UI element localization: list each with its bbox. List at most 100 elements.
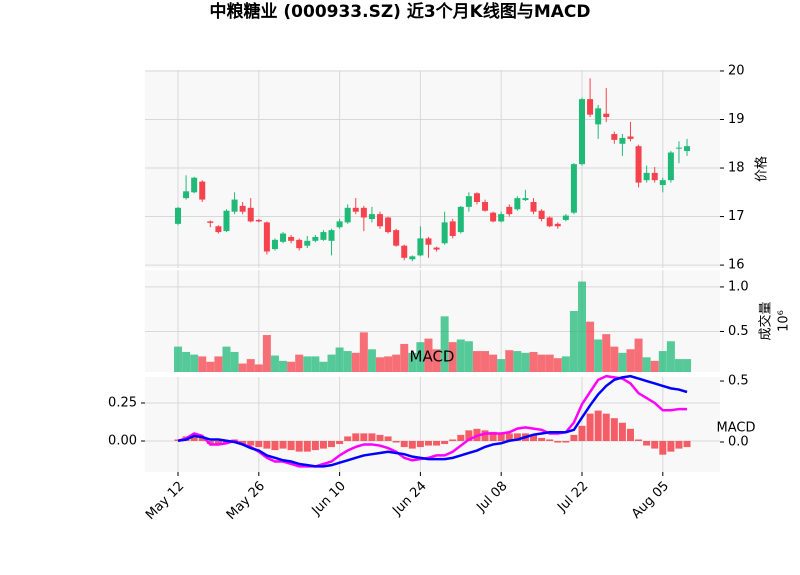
candle-body bbox=[667, 152, 674, 181]
candle-body bbox=[296, 239, 303, 249]
candle-body bbox=[280, 233, 287, 242]
histogram-bar bbox=[408, 440, 416, 449]
histogram-bar bbox=[626, 428, 634, 441]
candle-body bbox=[223, 210, 230, 232]
candle-body bbox=[651, 172, 658, 181]
histogram-bar bbox=[465, 430, 473, 441]
histogram-bar bbox=[659, 440, 667, 455]
candle-body bbox=[175, 207, 181, 224]
candle-body bbox=[425, 238, 432, 245]
volume-bar bbox=[384, 356, 393, 372]
volume-bar bbox=[246, 359, 255, 372]
volume-bar bbox=[303, 356, 312, 372]
candle-body bbox=[409, 256, 416, 260]
histogram-bar bbox=[505, 433, 513, 441]
histogram-bar bbox=[683, 440, 691, 448]
volume-bar bbox=[674, 359, 683, 372]
candle-body bbox=[336, 221, 343, 228]
volume-bar bbox=[238, 363, 247, 372]
histogram-bar bbox=[489, 431, 497, 441]
candle-body bbox=[530, 202, 537, 212]
y2-axis-label: MACD bbox=[717, 421, 756, 436]
y2-tick-label: 0.5 bbox=[728, 374, 749, 389]
candle-body bbox=[263, 222, 270, 252]
y-tick-label: 17 bbox=[728, 209, 745, 224]
candle-body bbox=[506, 206, 513, 215]
candle-body bbox=[546, 217, 553, 227]
histogram-bar bbox=[433, 440, 441, 446]
volume-bar bbox=[190, 354, 199, 372]
candle-body bbox=[482, 202, 489, 211]
volume-bar bbox=[650, 360, 659, 372]
candle-body bbox=[635, 146, 642, 183]
volume-bar bbox=[214, 356, 223, 372]
volume-bar bbox=[432, 349, 441, 372]
y-tick-label: 18 bbox=[728, 161, 745, 176]
panel-title: MACD bbox=[410, 348, 455, 366]
volume-bar bbox=[408, 352, 417, 372]
volume-bar bbox=[626, 349, 635, 372]
volume-bar bbox=[578, 281, 586, 372]
volume-bar bbox=[658, 351, 667, 372]
histogram-bar bbox=[400, 440, 408, 448]
volume-bar bbox=[367, 349, 376, 372]
volume-bar bbox=[472, 351, 481, 372]
histogram-bar bbox=[271, 440, 279, 451]
histogram-bar bbox=[336, 440, 344, 445]
histogram-bar bbox=[263, 440, 271, 449]
volume-bar bbox=[569, 310, 578, 372]
volume-bar bbox=[634, 338, 643, 372]
volume-bar bbox=[335, 347, 344, 372]
candle-body bbox=[490, 212, 497, 222]
volume-bar bbox=[594, 339, 603, 372]
volume-bar bbox=[327, 354, 336, 372]
volume-bar bbox=[448, 342, 457, 372]
candle-body bbox=[659, 180, 666, 186]
histogram-bar bbox=[651, 440, 659, 449]
y-tick-label: 19 bbox=[728, 112, 745, 127]
volume-bar bbox=[206, 361, 215, 372]
candle-body bbox=[360, 207, 367, 218]
volume-bar bbox=[505, 350, 514, 372]
histogram-bar bbox=[618, 422, 626, 441]
volume-bar bbox=[174, 346, 182, 372]
volume-bar bbox=[464, 341, 473, 372]
histogram-bar bbox=[546, 439, 554, 441]
volume-bar bbox=[666, 341, 675, 372]
histogram-bar bbox=[562, 440, 570, 443]
volume-bar bbox=[198, 356, 207, 372]
y-axis-label: 价格 bbox=[754, 156, 770, 182]
histogram-bar bbox=[416, 440, 424, 448]
candle-body bbox=[328, 230, 335, 241]
panel-background bbox=[145, 70, 720, 268]
histogram-bar bbox=[554, 440, 562, 443]
volume-bar bbox=[295, 354, 304, 372]
volume-bar bbox=[618, 352, 627, 372]
volume-bar bbox=[254, 364, 263, 372]
candle-body bbox=[579, 99, 585, 165]
candle-body bbox=[239, 205, 246, 212]
histogram-bar bbox=[675, 440, 683, 449]
histogram-bar bbox=[481, 430, 489, 441]
volume-bar bbox=[545, 354, 554, 372]
axis-scale-label: 10⁶ bbox=[777, 310, 792, 332]
candle-body bbox=[247, 207, 254, 222]
volume-bar bbox=[456, 339, 465, 372]
volume-bar bbox=[586, 321, 595, 372]
candle-body bbox=[231, 199, 238, 212]
x-tick-label: Jul 22 bbox=[554, 479, 591, 516]
histogram-bar bbox=[538, 437, 546, 441]
candle-body bbox=[473, 193, 480, 202]
volume-bar bbox=[602, 334, 611, 372]
candle-body bbox=[288, 236, 295, 241]
histogram-bar bbox=[610, 418, 618, 441]
candle-body bbox=[587, 99, 594, 115]
volume-bar bbox=[513, 351, 522, 372]
volume-bar bbox=[287, 361, 296, 372]
histogram-bar bbox=[635, 439, 643, 441]
candle-body bbox=[417, 238, 424, 256]
histogram-bar bbox=[441, 440, 449, 445]
candle-body bbox=[393, 230, 400, 246]
volume-bar bbox=[262, 335, 271, 372]
